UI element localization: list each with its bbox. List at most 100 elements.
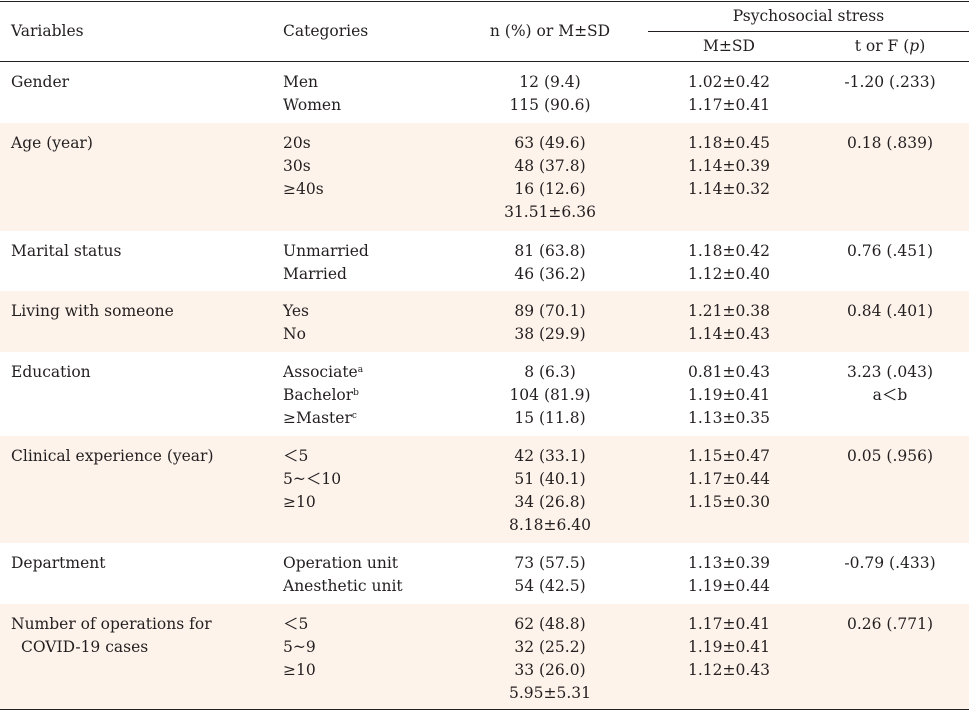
- category-item: 5~＜10: [283, 468, 341, 491]
- category-label: ≥10: [283, 493, 316, 511]
- stress-msd-value: 1.13±0.35: [687, 409, 770, 427]
- category-item: Women: [283, 94, 341, 117]
- n-value: 73 (57.5): [514, 554, 586, 572]
- category-item: ≥10: [283, 491, 341, 514]
- category-label: Bachelor: [283, 386, 354, 404]
- header-bottom-rule: [0, 61, 969, 62]
- category-label: 5~9: [283, 638, 316, 656]
- variable-label: Age (year): [11, 134, 93, 152]
- category-label: Anesthetic unit: [283, 577, 403, 595]
- category-cell: 20s 30s ≥40s: [283, 132, 324, 201]
- category-label: Operation unit: [283, 554, 399, 572]
- n-value: 5.95±5.31: [508, 684, 591, 702]
- n-value: 8.18±6.40: [508, 516, 591, 534]
- stress-msd-value: 1.18±0.45: [687, 134, 770, 152]
- category-item: ＜5: [283, 445, 341, 468]
- n-value: 54 (42.5): [514, 577, 586, 595]
- table-top-rule: [0, 1, 969, 2]
- category-item: Men: [283, 71, 341, 94]
- n-value: 46 (36.2): [514, 265, 586, 283]
- category-label: ＜5: [283, 615, 309, 633]
- n-value: 15 (11.8): [514, 409, 586, 427]
- n-percent-cell: 8 (6.3) 104 (81.9) 15 (11.8): [455, 361, 645, 430]
- category-item: Operation unit: [283, 552, 403, 575]
- category-label: 5~＜10: [283, 470, 342, 488]
- variable-cell: Age (year): [11, 132, 93, 155]
- category-label: Married: [283, 265, 347, 283]
- category-item: Associatea: [283, 361, 363, 384]
- category-superscript: a: [357, 365, 364, 375]
- category-cell: Unmarried Married: [283, 240, 369, 286]
- variable-cell: Education: [11, 361, 91, 384]
- stress-msd-value: 1.15±0.30: [687, 493, 770, 511]
- stress-msd-cell: 0.81±0.43 1.19±0.41 1.13±0.35: [648, 361, 810, 430]
- variable-label: Education: [11, 363, 91, 381]
- category-superscript: b: [353, 388, 359, 398]
- stress-msd-value: 1.17±0.41: [687, 615, 770, 633]
- variable-cell: Gender: [11, 71, 69, 94]
- stress-msd-cell: 1.21±0.38 1.14±0.43: [648, 300, 810, 346]
- header-t-or-f-p: p: [909, 37, 920, 55]
- category-superscript: c: [351, 411, 357, 421]
- category-item: Unmarried: [283, 240, 369, 263]
- n-value: 51 (40.1): [514, 470, 586, 488]
- category-cell: Associatea Bachelorb ≥Masterc: [283, 361, 363, 430]
- category-label: Women: [283, 96, 342, 114]
- n-percent-cell: 42 (33.1) 51 (40.1) 34 (26.8) 8.18±6.40: [455, 445, 645, 537]
- test-stat-value: -1.20 (.233): [844, 73, 936, 91]
- category-cell: Yes No: [283, 300, 309, 346]
- n-percent-cell: 81 (63.8) 46 (36.2): [455, 240, 645, 286]
- stress-msd-cell: 1.15±0.47 1.17±0.44 1.15±0.30: [648, 445, 810, 514]
- stress-msd-value: 1.12±0.43: [687, 661, 770, 679]
- n-value: 89 (70.1): [514, 302, 586, 320]
- category-label: Associate: [283, 363, 358, 381]
- stress-msd-value: 1.17±0.41: [687, 96, 770, 114]
- variable-label: Gender: [11, 73, 70, 91]
- stress-msd-value: 1.18±0.42: [687, 242, 770, 260]
- category-item: ＜5: [283, 613, 316, 636]
- category-label: ≥10: [283, 661, 316, 679]
- n-value: 16 (12.6): [514, 180, 586, 198]
- category-cell: ＜5 5~9 ≥10: [283, 613, 316, 682]
- header-variables: Variables: [11, 22, 84, 40]
- n-value: 38 (29.9): [514, 325, 586, 343]
- category-item: Yes: [283, 300, 309, 323]
- variable-cell: Clinical experience (year): [11, 445, 214, 468]
- test-stat-value: 0.18 (.839): [846, 134, 934, 152]
- category-cell: Men Women: [283, 71, 341, 117]
- table-bottom-rule: [0, 709, 969, 710]
- stress-msd-value: 1.02±0.42: [687, 73, 770, 91]
- category-item: ≥Masterc: [283, 407, 363, 430]
- category-item: Bachelorb: [283, 384, 363, 407]
- category-cell: Operation unit Anesthetic unit: [283, 552, 403, 598]
- table-row: Marital status Unmarried Married 81 (63.8) 4…: [0, 231, 969, 291]
- test-stat-value: a＜b: [872, 386, 908, 404]
- stress-msd-value: 1.19±0.41: [687, 638, 770, 656]
- category-item: ≥40s: [283, 178, 324, 201]
- subheader-rule: [648, 31, 969, 32]
- variable-label: Living with someone: [11, 302, 174, 320]
- n-value: 31.51±6.36: [504, 203, 596, 221]
- table-row: Age (year) 20s 30s ≥40s 63 (49.6) 48 (37.8) 16…: [0, 123, 969, 231]
- test-stat-value: 3.23 (.043): [846, 363, 934, 381]
- test-stat-cell: 3.23 (.043) a＜b: [810, 361, 969, 407]
- n-value: 33 (26.0): [514, 661, 586, 679]
- category-item: 20s: [283, 132, 324, 155]
- n-percent-cell: 89 (70.1) 38 (29.9): [455, 300, 645, 346]
- table-row: Department Operation unit Anesthetic unit 7…: [0, 543, 969, 604]
- variable-cell: Marital status: [11, 240, 121, 263]
- stress-msd-cell: 1.17±0.41 1.19±0.41 1.12±0.43: [648, 613, 810, 682]
- variable-label: Number of operations for: [11, 615, 212, 633]
- test-stat-value: 0.05 (.956): [846, 447, 934, 465]
- n-value: 12 (9.4): [519, 73, 581, 91]
- category-label: Men: [283, 73, 319, 91]
- category-label: ≥Master: [283, 409, 352, 427]
- variable-label: Department: [11, 554, 106, 572]
- variable-label: Clinical experience (year): [11, 447, 214, 465]
- n-value: 32 (25.2): [514, 638, 586, 656]
- category-item: 5~9: [283, 636, 316, 659]
- category-item: No: [283, 323, 309, 346]
- table-row: Education Associatea Bachelorb ≥Masterc 8 (6…: [0, 352, 969, 436]
- stress-msd-cell: 1.18±0.42 1.12±0.40: [648, 240, 810, 286]
- test-stat-cell: 0.76 (.451): [810, 240, 969, 263]
